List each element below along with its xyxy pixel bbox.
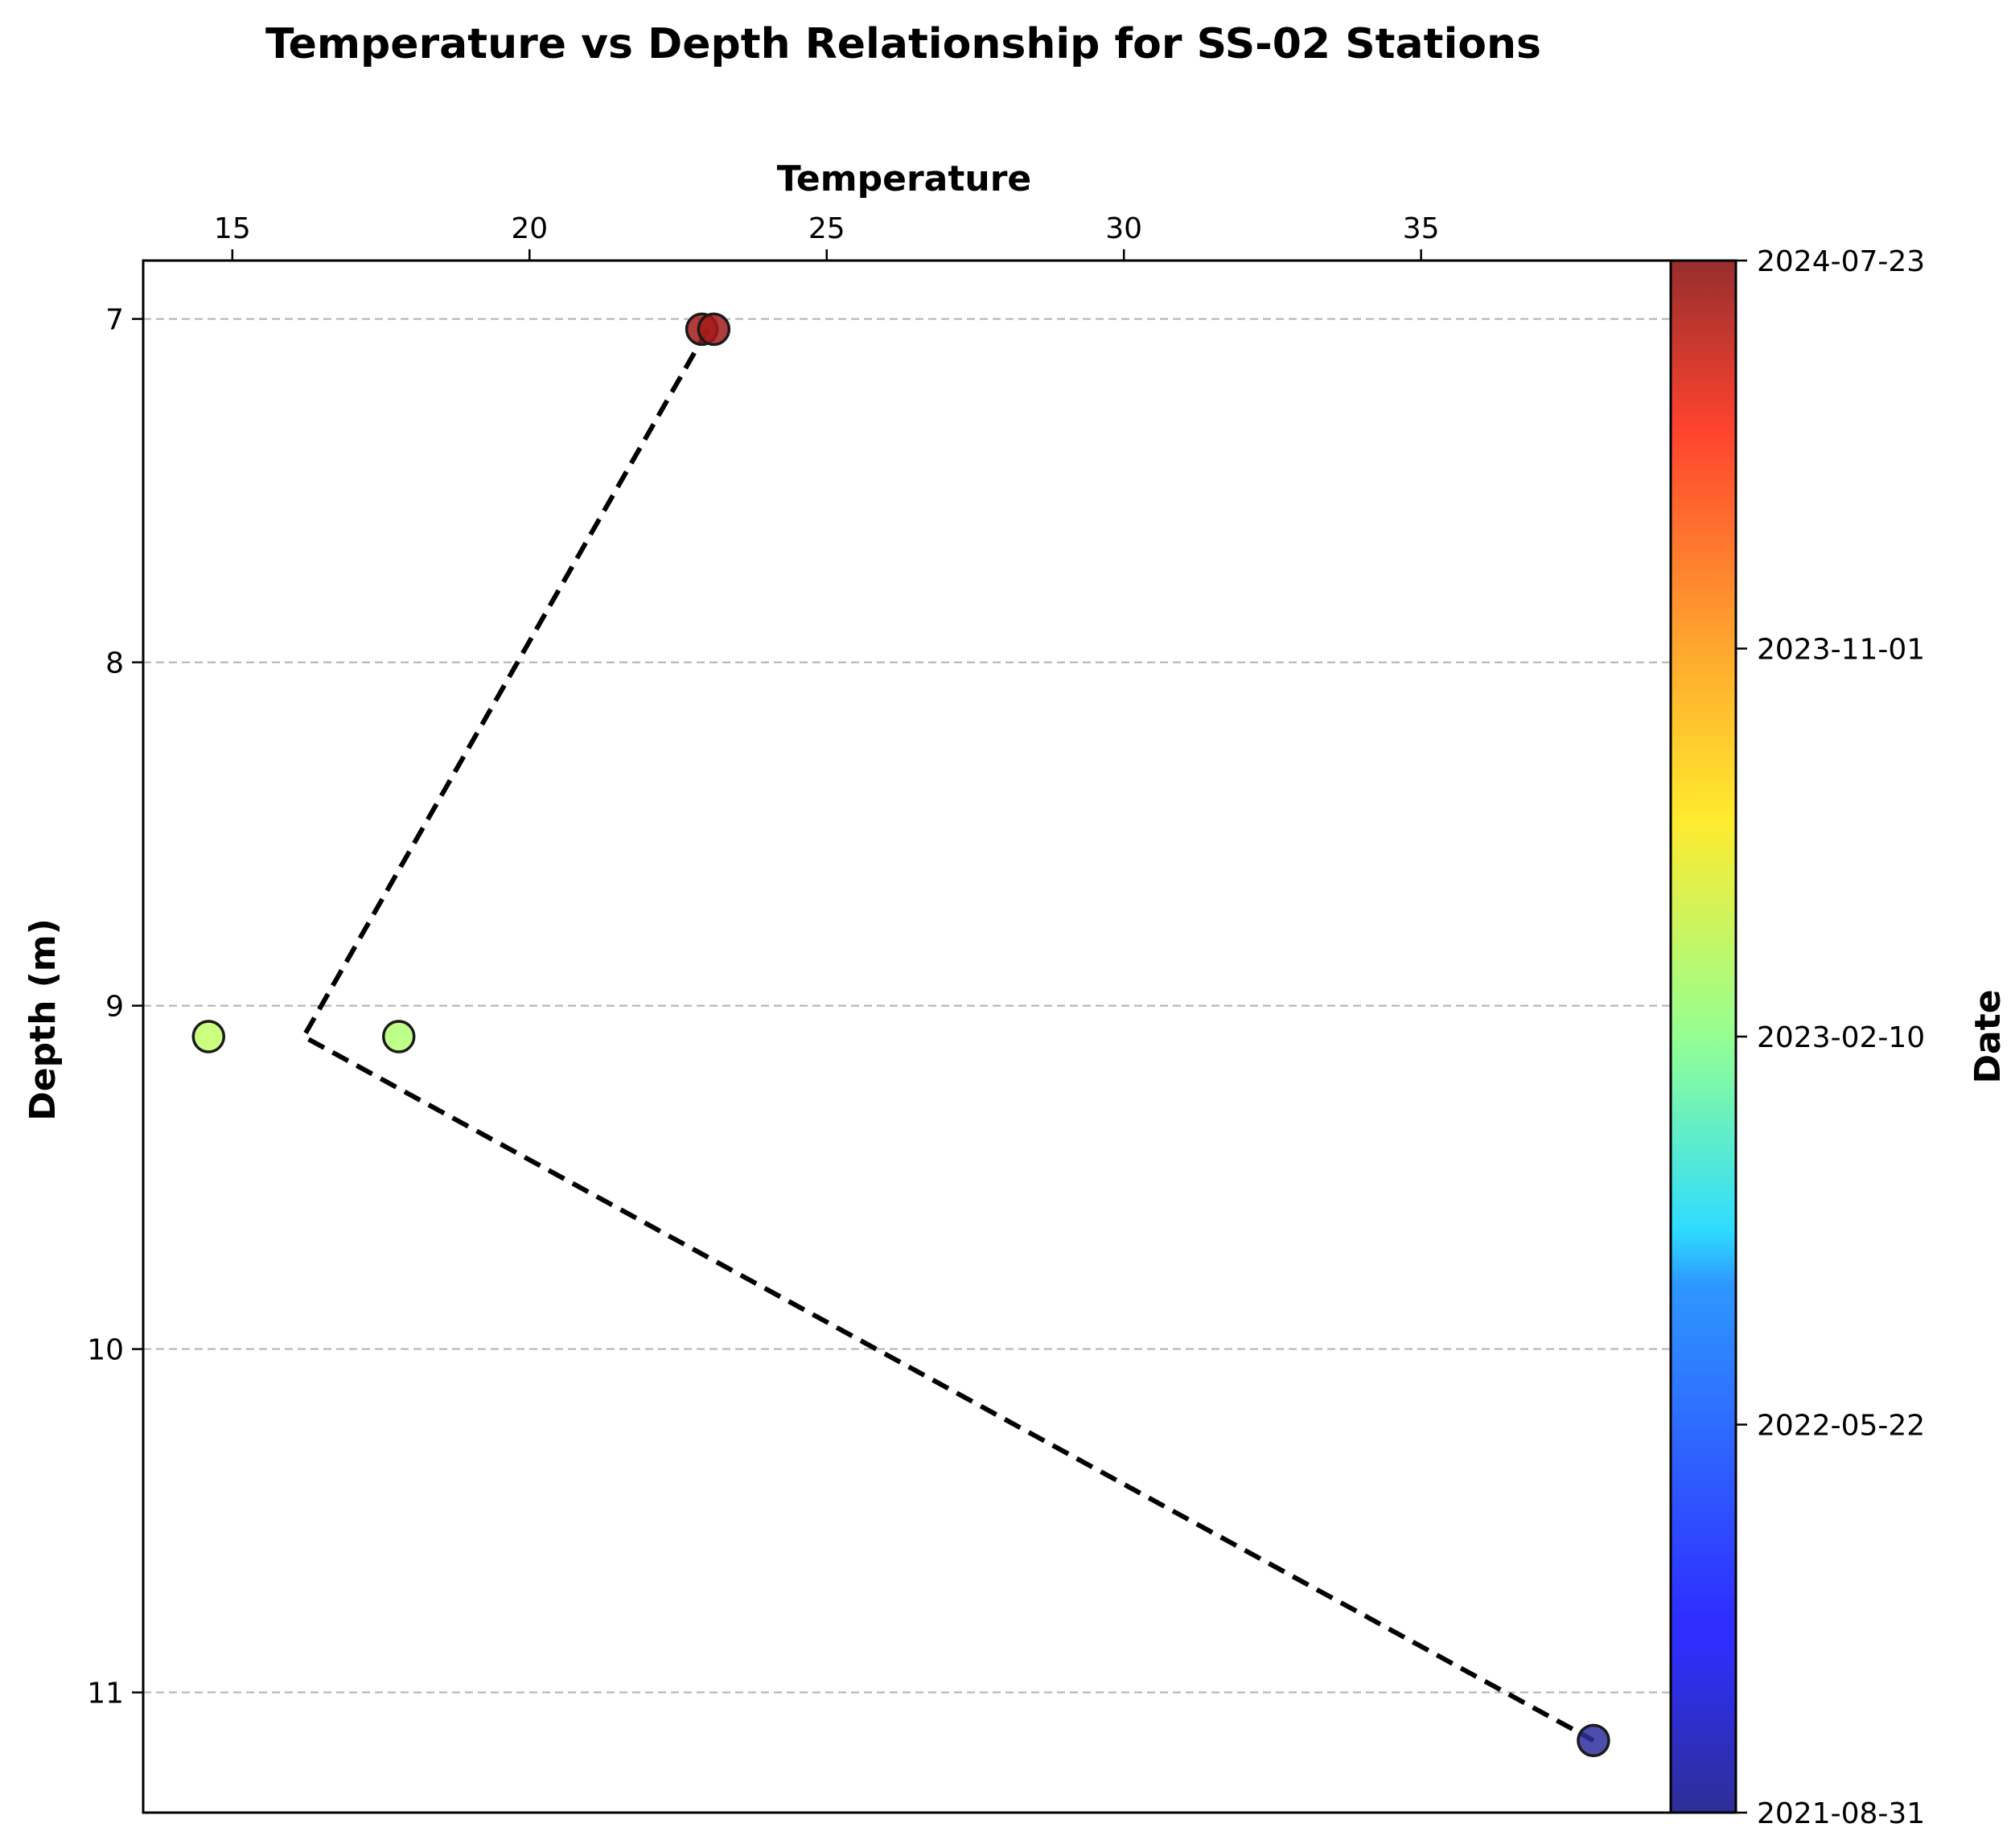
colorbar-tick-label-4: 2021-08-31 [1757,1797,1925,1830]
y-axis-ticks: 7 8 9 10 11 [87,304,143,1710]
y-tick-label-2: 9 [105,991,124,1024]
y-tick-label-1: 8 [105,647,124,680]
trend-line-layer [300,327,1595,1743]
x-axis-ticks: 15 20 25 30 35 [214,212,1440,261]
data-point-4 [1577,1723,1610,1758]
data-point-3 [381,1020,416,1053]
grid-lines [143,318,1671,1694]
data-point-1 [697,312,731,347]
data-point-2 [191,1020,226,1053]
x-tick-label-4: 35 [1403,212,1440,245]
x-tick-label-0: 15 [214,212,251,245]
y-tick-label-0: 7 [105,304,124,337]
trend-line [300,327,1595,1743]
colorbar-label: Date [1968,989,2009,1083]
colorbar-tick-label-2: 2023-02-10 [1757,1021,1925,1054]
plot-frame [142,259,1672,1814]
colorbar-ticks: 2024-07-23 2023-11-01 2023-02-10 2022-05-22… [1736,245,1925,1830]
scatter-points [191,312,1610,1758]
x-axis-label: Temperature [777,158,1032,199]
chart-title: Temperature vs Depth Relationship for SS… [265,20,1541,68]
y-tick-label-4: 11 [87,1678,124,1710]
x-tick-label-1: 20 [511,212,548,245]
colorbar-tick-label-0: 2024-07-23 [1757,245,1925,278]
y-tick-label-3: 10 [87,1334,124,1367]
colorbar-tick-label-1: 2023-11-01 [1757,634,1925,667]
x-tick-label-2: 25 [808,212,845,245]
colorbar [1671,261,1736,1813]
x-tick-label-3: 30 [1105,212,1142,245]
colorbar-tick-label-3: 2022-05-22 [1757,1410,1925,1443]
y-axis-label: Depth (m) [23,918,64,1121]
